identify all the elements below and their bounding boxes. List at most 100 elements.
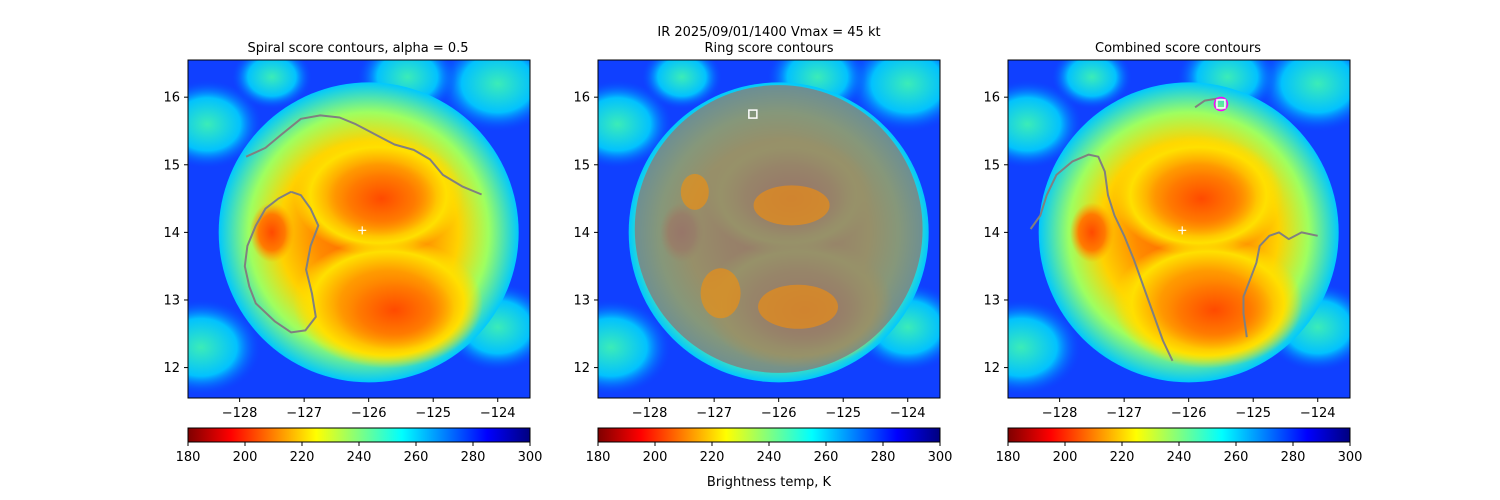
- brightness-field: [188, 60, 530, 398]
- colorbar-tick-label: 180: [176, 450, 201, 465]
- panel-title-spiral: Spiral score contours, alpha = 0.5: [247, 41, 468, 56]
- score-contour: [1242, 231, 1318, 338]
- colorbar-bar: [1007, 427, 1351, 443]
- ring-speckle: [700, 268, 741, 319]
- field-edge-cloud: [641, 60, 722, 109]
- y-tick-label: 13: [983, 293, 1000, 308]
- storm-core-upper: [1146, 160, 1257, 237]
- x-tick-label: −127: [1106, 406, 1142, 421]
- x-tick-label: −124: [1300, 406, 1336, 421]
- suptitle: IR 2025/09/01/1400 Vmax = 45 kt: [657, 25, 880, 40]
- y-tick-label: 14: [983, 226, 1000, 241]
- x-tick-label: −124: [890, 406, 926, 421]
- peak-square: [748, 109, 758, 119]
- field-edge-cloud: [847, 60, 940, 132]
- plot-area-spiral: −128 −127 −126 −125 −124 12 13 14 15 16 180 200 220 2…: [163, 59, 543, 465]
- colorbar-tick-label: 260: [814, 450, 839, 465]
- y-tick-label: 12: [573, 361, 590, 376]
- y-tick-label: 15: [163, 158, 180, 173]
- colorbar-tick-label: 240: [347, 450, 372, 465]
- x-tick-label: −126: [1171, 406, 1207, 421]
- ring-speckle: [753, 185, 830, 226]
- y-tick-label: 13: [163, 293, 180, 308]
- colorbar-tick-label: 280: [871, 450, 896, 465]
- field-edge-cloud: [188, 80, 263, 169]
- score-contour: [1194, 97, 1218, 109]
- x-tick-label: −125: [825, 406, 861, 421]
- ring-speckle: [758, 284, 839, 329]
- field-edge-cloud: [231, 60, 312, 109]
- y-tick-label: 15: [983, 158, 1000, 173]
- x-tick-label: −128: [632, 406, 668, 421]
- peak-square: [1216, 99, 1226, 109]
- colorbar-tick-label: 200: [643, 450, 668, 465]
- colorbar-tick-label: 280: [461, 450, 486, 465]
- panel-spiral: Spiral score contours, alpha = 0.5 −128 −…: [163, 41, 543, 465]
- y-tick-label: 14: [573, 226, 590, 241]
- colorbar-tick-label: 240: [757, 450, 782, 465]
- panel-title-combined: Combined score contours: [1095, 41, 1261, 56]
- y-tick-label: 14: [163, 226, 180, 241]
- colorbar-tick-label: 300: [928, 450, 953, 465]
- field-edge-cloud: [598, 80, 673, 169]
- center-marker: [1178, 226, 1187, 235]
- colorbar-tick-label: 200: [1053, 450, 1078, 465]
- center-marker: [358, 226, 367, 235]
- y-tick-label: 13: [573, 293, 590, 308]
- x-tick-label: −126: [351, 406, 387, 421]
- score-contour: [245, 114, 482, 196]
- colorbar-tick-label: 260: [404, 450, 429, 465]
- x-tick-label: −124: [480, 406, 516, 421]
- axes-frame: [597, 59, 941, 399]
- ring-contour-region: [634, 85, 923, 373]
- colorbar-tick-label: 260: [1224, 450, 1249, 465]
- colorbar-tick-label: 300: [518, 450, 543, 465]
- x-tick-label: −126: [761, 406, 797, 421]
- y-tick-label: 12: [983, 361, 1000, 376]
- x-tick-label: −127: [696, 406, 732, 421]
- field-edge-cloud: [437, 60, 530, 132]
- x-tick-label: −127: [286, 406, 322, 421]
- y-tick-label: 16: [573, 91, 590, 106]
- brightness-field: [1008, 60, 1350, 398]
- storm-core-lower: [334, 270, 455, 351]
- colorbar-tick-label: 240: [1167, 450, 1192, 465]
- colorbar-bar: [597, 427, 941, 443]
- field-edge-cloud: [1008, 299, 1081, 396]
- storm-cell-west: [249, 202, 294, 263]
- colorbar: 180 200 220 240 260 280 300: [996, 427, 1363, 465]
- peak-circle: [1213, 96, 1229, 112]
- colorbar-tick-label: 220: [700, 450, 725, 465]
- colorbar-tick-label: 300: [1338, 450, 1363, 465]
- plot-area-ring: −128 −127 −126 −125 −124 12 13 14 15 16 180 200 220 2…: [573, 59, 953, 465]
- y-tick-label: 16: [983, 91, 1000, 106]
- colorbar-tick-label: 220: [1110, 450, 1135, 465]
- y-tick-label: 15: [573, 158, 590, 173]
- colorbar: 180 200 220 240 260 280 300: [586, 427, 953, 465]
- field-edge-cloud: [1051, 60, 1132, 109]
- field-edge-cloud: [1257, 60, 1350, 132]
- axes-frame: [187, 59, 531, 399]
- score-contour: [1029, 153, 1174, 362]
- panel-ring: Ring score contours −128 −127 −126 −125 −124…: [573, 41, 953, 465]
- brightness-field: [598, 60, 940, 398]
- axes-frame: [1007, 59, 1351, 399]
- colorbar-label: Brightness temp, K: [707, 475, 832, 490]
- field-edge-cloud: [598, 299, 671, 396]
- storm-core-upper: [326, 160, 437, 237]
- colorbar: 180 200 220 240 260 280 300: [176, 427, 543, 465]
- colorbar-tick-label: 220: [290, 450, 315, 465]
- score-contour: [243, 190, 320, 334]
- plot-area-combined: −128 −127 −126 −125 −124 12 13 14 15 16 180 200 220 2…: [983, 59, 1363, 465]
- field-edge-cloud: [1008, 80, 1083, 169]
- panel-combined: Combined score contours −128 −127 −126 −125…: [983, 41, 1363, 465]
- storm-cell-west: [1069, 202, 1114, 263]
- x-tick-label: −128: [1042, 406, 1078, 421]
- storm-core-lower: [1154, 270, 1275, 351]
- x-tick-label: −125: [1235, 406, 1271, 421]
- x-tick-label: −128: [222, 406, 258, 421]
- y-tick-label: 12: [163, 361, 180, 376]
- colorbar-tick-label: 180: [996, 450, 1021, 465]
- colorbar-tick-label: 200: [233, 450, 258, 465]
